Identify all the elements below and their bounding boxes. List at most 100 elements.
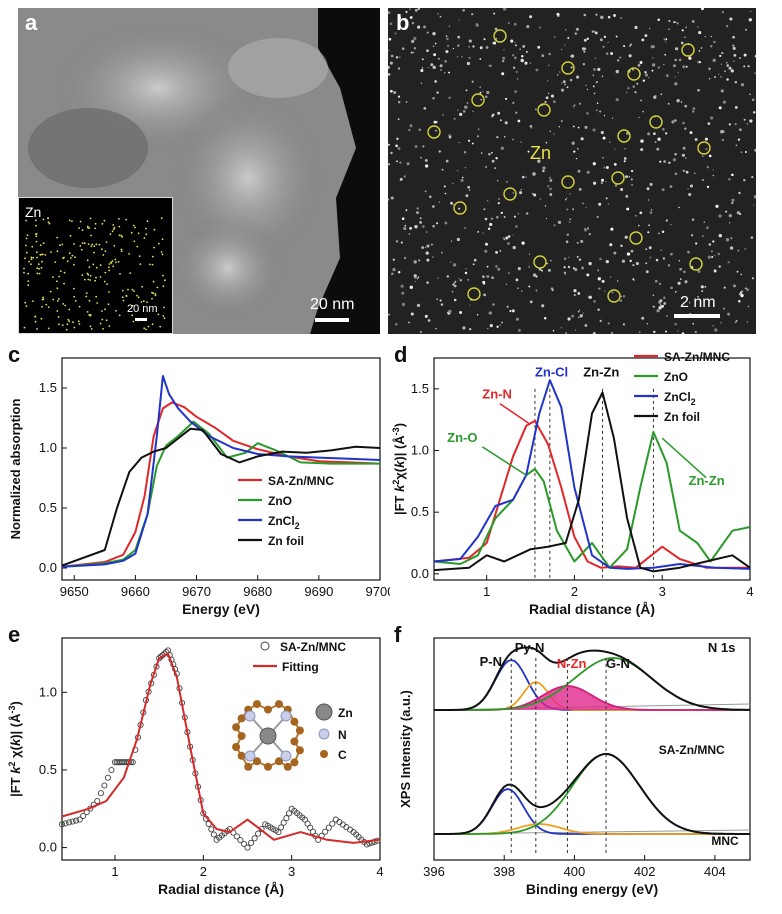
atom-speckle (581, 266, 585, 270)
atom-speckle (659, 304, 662, 306)
atom-speckle (410, 312, 414, 316)
atom-speckle (497, 267, 501, 271)
atom-speckle (546, 262, 549, 265)
atom-speckle (657, 137, 661, 141)
atom-speckle (488, 64, 491, 67)
atom-speckle (605, 52, 609, 55)
atom-speckle (712, 325, 714, 327)
atom-speckle (516, 78, 519, 80)
data-point (97, 790, 104, 797)
atom-speckle (514, 44, 517, 47)
eds-dot (42, 218, 45, 221)
atom-speckle (684, 104, 688, 108)
x-tick-label: 396 (423, 864, 445, 879)
atom-speckle (634, 91, 637, 94)
atom-speckle (698, 61, 702, 64)
atom-speckle (630, 43, 632, 46)
eds-dot (34, 233, 37, 235)
atom-speckle (484, 217, 488, 221)
atom-speckle (718, 106, 722, 110)
atom-speckle (664, 53, 667, 56)
atom-speckle (728, 123, 732, 126)
atom-speckle (628, 54, 632, 58)
single-atom-marker (627, 67, 641, 81)
eds-dot (68, 308, 71, 311)
atom-speckle (682, 169, 686, 173)
atom-speckle (547, 80, 549, 82)
atom-speckle (597, 269, 600, 272)
atom-speckle (495, 265, 498, 268)
atom-speckle (464, 227, 467, 229)
atom-speckle (577, 169, 581, 173)
atom-speckle (495, 157, 498, 160)
eds-dot (95, 295, 98, 298)
atom-speckle (580, 137, 584, 141)
atom-speckle (395, 56, 399, 59)
atom-speckle (735, 320, 738, 322)
atom-speckle (639, 211, 643, 215)
atom-speckle (506, 305, 509, 308)
eds-dot (27, 280, 30, 282)
eds-dot (102, 328, 104, 330)
atom-speckle (439, 64, 443, 68)
atom-speckle (502, 8, 507, 11)
atom-speckle (508, 22, 510, 24)
nitrogen-atom (280, 710, 292, 722)
atom-speckle (408, 233, 411, 235)
x-tick-label: 3 (659, 584, 666, 599)
atom-speckle (438, 201, 441, 203)
atom-speckle (744, 287, 747, 290)
atom-speckle (513, 215, 516, 218)
atom-speckle (434, 80, 437, 83)
atom-speckle (607, 41, 609, 44)
eds-dot (30, 256, 33, 259)
atom-speckle (514, 41, 516, 44)
atom-speckle (409, 226, 413, 230)
atom-speckle (405, 10, 408, 14)
atom-speckle (564, 28, 567, 31)
atom-speckle (598, 202, 602, 206)
atom-speckle (692, 322, 695, 325)
eds-dot (145, 227, 147, 230)
atom-speckle (570, 55, 572, 58)
atom-speckle (609, 243, 613, 247)
atom-speckle (476, 314, 479, 316)
atom-speckle (567, 317, 571, 321)
eds-dot (89, 325, 92, 328)
atom-speckle (418, 259, 421, 262)
atom-speckle (592, 74, 595, 76)
atom-speckle (448, 71, 451, 74)
atom-speckle (717, 73, 720, 75)
atom-speckle (566, 86, 569, 89)
atom-speckle (479, 86, 481, 88)
single-atom-marker (533, 255, 547, 269)
atom-speckle (734, 105, 738, 109)
atom-speckle (561, 82, 563, 84)
eds-dot (89, 314, 92, 316)
atom-speckle (634, 25, 638, 30)
atom-speckle (515, 225, 518, 228)
data-point (332, 816, 339, 823)
atom-speckle (388, 198, 390, 201)
atom-speckle (419, 220, 423, 224)
atom-speckle (549, 130, 551, 133)
atom-speckle (486, 265, 489, 268)
atom-speckle (626, 252, 631, 256)
atom-speckle (533, 193, 537, 197)
atom-speckle (443, 185, 446, 188)
atom-speckle (388, 49, 390, 52)
atom-speckle (712, 174, 715, 177)
atom-speckle (691, 218, 695, 221)
atom-speckle (754, 55, 756, 58)
eds-dot (108, 291, 110, 293)
atom-speckle (746, 321, 748, 323)
y-tick-label: 1.0 (39, 440, 57, 455)
eds-dot (73, 326, 76, 329)
atom-speckle (739, 213, 742, 215)
atom-speckle (592, 85, 595, 88)
atom-speckle (588, 295, 592, 299)
atom-speckle (499, 324, 501, 327)
atom-speckle (482, 275, 485, 279)
atom-speckle (754, 148, 756, 152)
atom-speckle (720, 130, 724, 134)
